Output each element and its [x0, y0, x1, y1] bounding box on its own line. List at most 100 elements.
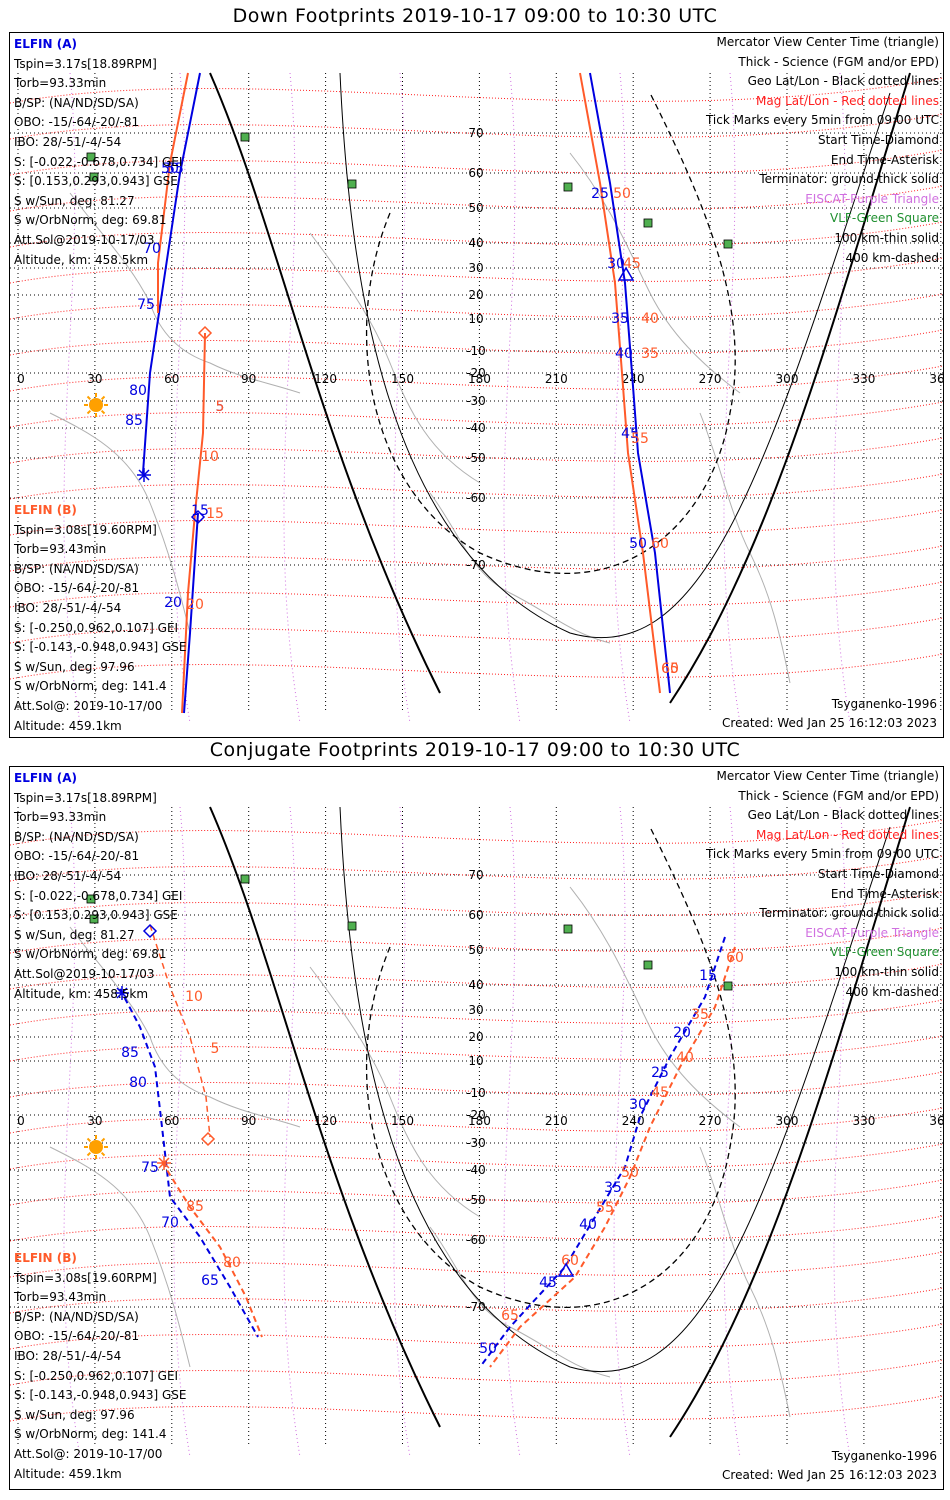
sat-b-line: Att.Sol@: 2019-10-17/00: [14, 698, 163, 713]
lat-label: 70: [468, 126, 483, 140]
track-tick-label: 35: [611, 311, 629, 327]
mag-meridian: [63, 806, 81, 1458]
lat-label: 60: [468, 908, 483, 922]
sat-a-line: Torb=93.33min: [14, 76, 107, 91]
track-tick-label: 80: [129, 383, 147, 399]
coastline: [69, 192, 301, 394]
sat-b-track-conjugate: [161, 1161, 263, 1338]
sat-a-info-down: ELFIN (A) Tspin=3.17s[18.89RPM] Torb=93.…: [14, 35, 182, 270]
mag-meridian: [283, 72, 301, 724]
sat-b-info-down: ELFIN (B) Tspin=3.08s[19.60RPM] Torb=93.…: [14, 501, 187, 736]
sun-icon-ray: [100, 1137, 106, 1143]
track-tick-label: 60: [726, 950, 744, 966]
mag-meridian: [393, 72, 411, 724]
lon-label: 270: [699, 372, 722, 386]
legend-down: Mercator View Center Time (triangle) Thi…: [706, 33, 939, 268]
lon-label: 90: [241, 372, 256, 386]
model-label: Tsyganenko-1996: [831, 1449, 937, 1463]
track-tick-label: 35: [641, 346, 659, 362]
lon-label: 210: [545, 1114, 568, 1128]
lat-label: 70: [468, 868, 483, 882]
sat-b-track-down: [157, 72, 189, 313]
asterisk-stroke: [138, 469, 150, 481]
sat-b-line: S: [-0.143,-0.948,0.943] GSE: [14, 640, 187, 655]
sat-b-line: B/SP: (NA/ND/SD/SA): [14, 1309, 139, 1324]
lon-label: 0: [17, 372, 25, 386]
sat-a-line: Att.Sol@2019-10-17/03: [14, 966, 155, 981]
sat-a-line: S: [-0.022,-0.678,0.734] GEI: [14, 154, 183, 169]
lat-label: -40: [466, 421, 486, 435]
lat-label: 50: [468, 943, 483, 957]
lat-label: 50: [468, 201, 483, 215]
terminator-ground: [209, 806, 911, 1438]
track-tick-label: 5: [211, 1041, 220, 1057]
sat-a-line: S: [0.153,0.293,0.943] GSE: [14, 908, 178, 923]
map-panel-conjugate: 0 30 60 90 120 150 180 210 240 270 300 330 360 70 60 50…: [9, 766, 944, 1490]
coastline: [49, 412, 191, 634]
track-tick-label: 60: [651, 536, 669, 552]
lat-label: -20: [466, 366, 486, 380]
vlf-square-marker: [240, 132, 250, 142]
created-label: Created: Wed Jan 25 16:12:03 2023: [722, 716, 937, 730]
map-panel-down: 0306090120150180210240270300330360706050…: [9, 32, 944, 738]
lat-label: 40: [468, 236, 483, 250]
sun-icon-ray: [86, 395, 92, 401]
created-label: Created: Wed Jan 25 16:12:03 2023: [722, 1468, 937, 1482]
sat-b-line: Tspin=3.08s[19.60RPM]: [14, 522, 157, 537]
lon-label: 360: [929, 1114, 943, 1128]
asterisk-stroke: [158, 1157, 170, 1169]
coastline: [699, 1146, 791, 1418]
sun-icon-ray: [100, 1151, 106, 1157]
lat-label: -20: [466, 1108, 486, 1122]
lat-label: -30: [466, 394, 486, 408]
lat-label: -60: [466, 1233, 486, 1247]
lat-label: 30: [468, 1003, 483, 1017]
track-tick-label: 35: [604, 1180, 622, 1196]
sat-a-line: B/SP: (NA/ND/SD/SA): [14, 829, 139, 844]
legend-item: Terminator: ground-thick solid: [759, 172, 939, 187]
triangle-marker: [617, 266, 635, 281]
sat-b-line: S: [-0.250,0.962,0.107] GEI: [14, 1368, 179, 1383]
sat-a-line: S: [-0.022,-0.678,0.734] GEI: [14, 888, 183, 903]
sat-b-line: Torb=93.43min: [14, 542, 107, 557]
track-tick-label: 50: [629, 536, 647, 552]
track-tick-label: 80: [223, 1255, 241, 1271]
sat-b-line: S w/OrbNorm, deg: 141.4: [14, 679, 167, 694]
diamond-marker: [197, 325, 213, 341]
lon-label: 120: [314, 372, 337, 386]
track-tick-label: 25: [591, 186, 609, 202]
lat-label: -50: [466, 451, 486, 465]
sat-a-line: S w/Sun, deg: 81.27: [14, 193, 135, 208]
sat-b-line: Altitude: 459.1km: [14, 1466, 122, 1481]
lon-label: 210: [545, 372, 568, 386]
lon-label: 300: [776, 372, 799, 386]
legend-item: Mercator View Center Time (triangle): [716, 35, 939, 49]
legend-item: End Time-Asterisk: [830, 886, 939, 901]
sat-a-line: IBO: 28/-51/-4/-54: [14, 134, 122, 149]
sat-b-name: ELFIN (B): [14, 1251, 77, 1265]
track-tick-label: 50: [621, 1165, 639, 1181]
sat-b-line: IBO: 28/-51/-4/-54: [14, 1348, 122, 1363]
legend-item: EISCAT-Purple Triangle: [805, 925, 939, 940]
mag-meridian: [173, 806, 191, 1458]
legend-item: EISCAT-Purple Triangle: [805, 191, 939, 206]
track-tick-label: 60: [661, 661, 679, 677]
sat-a-line: IBO: 28/-51/-4/-54: [14, 868, 122, 883]
sat-a-line: Torb=93.33min: [14, 810, 107, 825]
track-tick-label: 10: [201, 449, 219, 465]
lat-label: -50: [466, 1193, 486, 1207]
coastline: [569, 152, 741, 394]
sun-icon-core: [89, 398, 103, 412]
sat-a-line: B/SP: (NA/ND/SD/SA): [14, 95, 139, 110]
coastline: [569, 886, 741, 1128]
legend-item: 100 km-thin solid: [834, 230, 939, 245]
track-tick-label: 20: [164, 595, 182, 611]
track-tick-label: 5: [216, 399, 225, 415]
track-tick-label: 40: [641, 311, 659, 327]
sat-b-track-down: [579, 72, 661, 694]
track-tick-label: 40: [676, 1050, 694, 1066]
track-tick-label: 75: [141, 1160, 159, 1176]
legend-item: Tick Marks every 5min from 09:00 UTC: [705, 847, 939, 862]
model-label: Tsyganenko-1996: [831, 697, 937, 711]
track-tick-label: 25: [651, 1065, 669, 1081]
